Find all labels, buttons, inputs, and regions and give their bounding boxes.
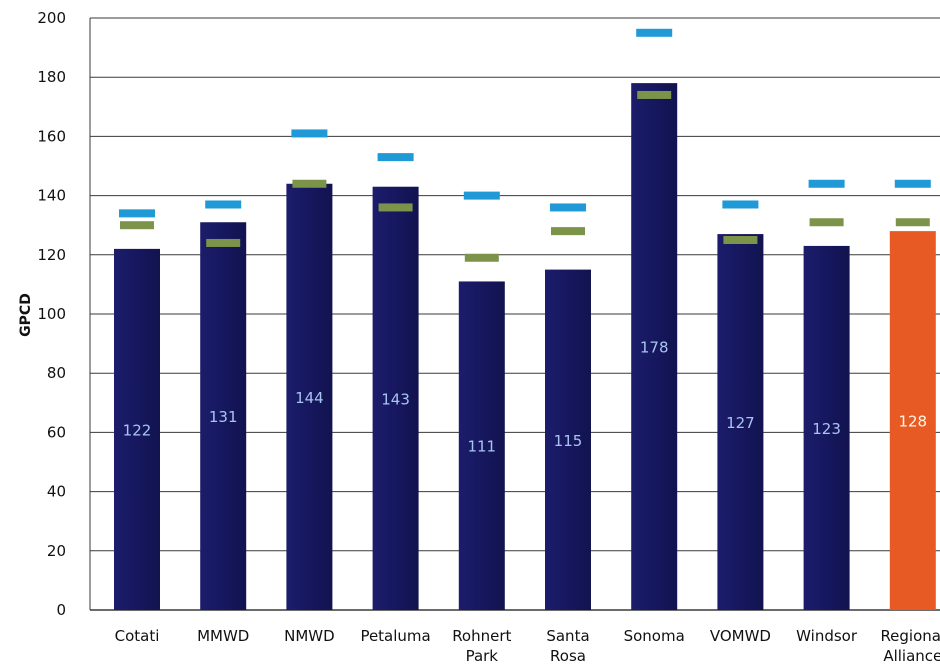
- y-tick-label: 40: [47, 483, 66, 501]
- bar: [286, 183, 333, 610]
- data-label: 123: [812, 420, 841, 438]
- bar: [114, 248, 160, 610]
- x-tick-label: MMWD: [197, 627, 249, 645]
- x-tick-line: Sonoma: [624, 627, 685, 645]
- x-tick-label: Windsor: [796, 627, 858, 645]
- x-tick-line: Regional: [880, 627, 940, 645]
- green-marker: [723, 236, 758, 244]
- data-labels: 122 131 144 143 111 115 178 127 123 128: [123, 339, 927, 456]
- x-tick-line: MMWD: [197, 627, 249, 645]
- x-tick-line: Petaluma: [360, 627, 430, 645]
- data-label: 131: [209, 408, 238, 426]
- x-tick-label: Sonoma: [624, 627, 685, 645]
- blue-marker: [722, 200, 759, 209]
- bar: [631, 83, 678, 611]
- y-tick-label: 140: [37, 187, 66, 205]
- data-label: 122: [123, 421, 152, 439]
- green-marker: [378, 203, 413, 212]
- x-axis: Cotati MMWD NMWD Petaluma Rohnert Park Santa Ro…: [115, 627, 940, 665]
- blue-marker: [463, 191, 500, 200]
- blue-marker: [205, 200, 242, 209]
- blue-marker: [808, 179, 845, 188]
- x-tick-label: Petaluma: [360, 627, 430, 645]
- markers: [119, 28, 931, 262]
- green-marker: [551, 227, 585, 236]
- green-marker: [809, 218, 844, 227]
- y-tick-label: 0: [56, 601, 66, 619]
- x-tick-line: Alliance: [883, 647, 940, 665]
- x-tick-label: Cotati: [115, 627, 160, 645]
- x-tick-line: VOMWD: [710, 627, 771, 645]
- green-marker: [292, 179, 327, 188]
- bars: [114, 83, 936, 611]
- y-tick-label: 120: [37, 246, 66, 264]
- y-tick-label: 80: [47, 364, 66, 382]
- y-tick-label: 200: [37, 9, 66, 27]
- green-marker: [120, 221, 154, 230]
- green-marker: [895, 218, 930, 227]
- blue-marker: [377, 153, 414, 162]
- data-label: 115: [554, 432, 583, 450]
- x-tick-label: Regional Alliance: [880, 627, 940, 665]
- y-axis-title: GPCD: [18, 293, 34, 337]
- bar: [458, 281, 505, 610]
- x-tick-line: Windsor: [796, 627, 858, 645]
- x-tick-label: Rohnert Park: [452, 627, 511, 665]
- x-tick-line: Cotati: [115, 627, 160, 645]
- y-tick-label: 60: [47, 423, 66, 441]
- data-label: 143: [381, 390, 410, 408]
- data-label: 111: [467, 438, 496, 456]
- y-tick-label: 20: [47, 542, 66, 560]
- x-tick-line: Santa: [546, 627, 589, 645]
- green-marker: [464, 253, 499, 262]
- green-marker: [206, 238, 241, 247]
- data-label: 144: [295, 389, 324, 407]
- x-tick-label: Santa Rosa: [546, 627, 589, 665]
- x-tick-line: Park: [466, 647, 499, 665]
- data-label: 128: [898, 413, 927, 431]
- blue-marker: [291, 129, 328, 138]
- y-tick-label: 100: [37, 305, 66, 323]
- blue-marker: [894, 179, 931, 188]
- green-marker: [637, 90, 672, 99]
- bar: [200, 222, 247, 611]
- blue-marker: [636, 28, 673, 37]
- y-tick-label: 160: [37, 127, 66, 145]
- bar: [889, 231, 936, 610]
- data-label: 127: [726, 414, 755, 432]
- x-tick-label: VOMWD: [710, 627, 771, 645]
- blue-marker: [550, 203, 586, 212]
- x-tick-line: Rohnert: [452, 627, 511, 645]
- bar: [545, 269, 591, 610]
- bar: [717, 234, 764, 610]
- bar: [803, 245, 850, 611]
- y-tick-label: 180: [37, 68, 66, 86]
- bar: [372, 186, 419, 610]
- data-label: 178: [640, 339, 669, 357]
- blue-marker: [119, 209, 155, 218]
- x-tick-line: Rosa: [550, 647, 586, 665]
- y-axis: 0 20 40 60 80 100 120 140 160 180 200: [37, 9, 91, 619]
- x-tick-label: NMWD: [284, 627, 335, 645]
- x-tick-line: NMWD: [284, 627, 335, 645]
